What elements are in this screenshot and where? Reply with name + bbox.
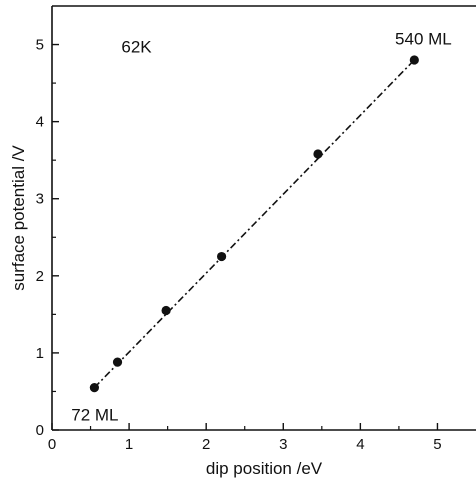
data-points (89, 55, 419, 393)
data-point (409, 55, 419, 65)
y-tick-label: 1 (36, 345, 44, 362)
y-tick-label: 3 (36, 191, 44, 208)
y-tick-label: 2 (36, 268, 44, 285)
annotation-label: 540 ML (395, 30, 452, 49)
data-point (89, 383, 99, 393)
x-tick-label: 2 (202, 436, 210, 453)
fit-line (93, 59, 415, 389)
y-tick-label: 4 (36, 114, 44, 131)
y-tick-label: 0 (36, 422, 44, 439)
annotations: 62K 540 ML 72 ML (71, 30, 451, 425)
y-axis-ticks: 0 1 2 3 4 5 (36, 37, 59, 439)
annotation-label: 62K (121, 37, 152, 56)
x-axis-ticks: 0 1 2 3 4 5 (48, 423, 442, 453)
data-point (112, 357, 123, 367)
x-tick-label: 0 (48, 436, 56, 453)
x-tick-label: 5 (433, 436, 441, 453)
data-point (161, 305, 171, 316)
x-tick-label: 3 (279, 436, 287, 453)
y-axis-label: surface potential /V (9, 145, 28, 291)
x-axis-label: dip position /eV (206, 459, 323, 478)
plot-frame (51, 5, 476, 431)
fit-line-layer (93, 59, 415, 389)
data-point (217, 251, 227, 262)
y-tick-label: 5 (36, 37, 44, 54)
x-tick-label: 4 (356, 436, 364, 453)
x-tick-label: 1 (125, 436, 133, 453)
data-point (313, 149, 323, 159)
annotation-label: 72 ML (71, 406, 118, 425)
